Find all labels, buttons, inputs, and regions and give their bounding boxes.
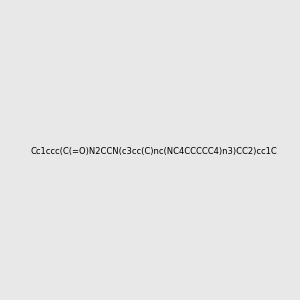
- Text: Cc1ccc(C(=O)N2CCN(c3cc(C)nc(NC4CCCCC4)n3)CC2)cc1C: Cc1ccc(C(=O)N2CCN(c3cc(C)nc(NC4CCCCC4)n3…: [30, 147, 277, 156]
